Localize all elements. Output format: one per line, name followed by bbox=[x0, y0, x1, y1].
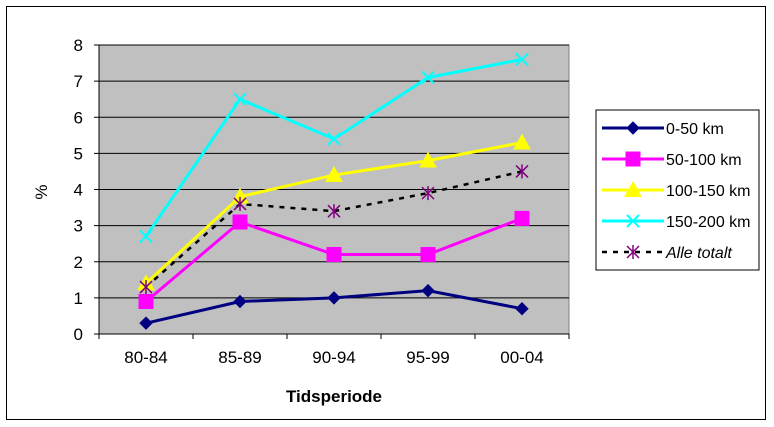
legend-label: 100-150 km bbox=[666, 183, 751, 200]
data-point-100-150-km bbox=[419, 151, 437, 168]
legend-swatch-marker bbox=[624, 180, 642, 197]
x-tick-label: 00-04 bbox=[500, 348, 543, 367]
data-point-150-200-km bbox=[327, 132, 341, 146]
y-tick-label: 4 bbox=[74, 181, 83, 200]
legend-item-100-150-km: 100-150 km bbox=[602, 180, 751, 200]
data-point-150-200-km bbox=[139, 229, 153, 244]
data-point-150-200-km bbox=[515, 52, 529, 67]
legend-label: 150-200 km bbox=[666, 214, 751, 231]
x-tick-label: 95-99 bbox=[406, 348, 449, 367]
y-tick-label: 2 bbox=[74, 253, 83, 272]
legend: 0-50 km 50-100 km 100-150 km 150-200 km Alle… bbox=[595, 109, 760, 271]
data-point-100-150-km bbox=[325, 166, 343, 182]
y-tick-label: 5 bbox=[74, 144, 83, 163]
data-point-0-50-km bbox=[515, 302, 529, 316]
data-point-0-50-km bbox=[327, 291, 341, 305]
x-tick-label: 90-94 bbox=[312, 348, 355, 367]
data-point-0-50-km bbox=[421, 283, 435, 298]
gridlines bbox=[99, 44, 569, 299]
legend-item-0-50-km: 0-50 km bbox=[602, 121, 724, 138]
chart-frame: 0 1 2 3 4 5 6 7 8 80-84 85-89 90-94 95-99 00-04 % Tid… bbox=[6, 6, 766, 420]
y-tick-label: 6 bbox=[74, 108, 83, 127]
y-tick-label: 8 bbox=[74, 36, 83, 55]
data-point-alle-totalt bbox=[515, 164, 529, 179]
data-point-150-200-km bbox=[421, 70, 435, 85]
y-axis-title: % bbox=[32, 184, 51, 199]
data-point-50-100-km bbox=[420, 247, 436, 263]
legend-item-50-100-km: 50-100 km bbox=[602, 151, 742, 169]
series-markers bbox=[137, 52, 531, 330]
axes: 0 1 2 3 4 5 6 7 8 80-84 85-89 90-94 95-99 00-04 bbox=[74, 36, 570, 367]
legend-swatch-marker bbox=[626, 214, 640, 228]
data-point-50-100-km bbox=[326, 247, 342, 263]
legend-label: Alle totalt bbox=[665, 245, 732, 262]
line-chart: 0 1 2 3 4 5 6 7 8 80-84 85-89 90-94 95-99 00-04 % Tid… bbox=[32, 36, 760, 406]
data-point-alle-totalt bbox=[233, 196, 247, 211]
data-point-alle-totalt bbox=[421, 186, 435, 201]
data-point-50-100-km bbox=[514, 210, 530, 226]
legend-swatch-marker bbox=[625, 151, 641, 167]
y-tick-label: 0 bbox=[74, 325, 83, 344]
x-axis-title: Tidsperiode bbox=[286, 387, 382, 406]
x-tick-label: 80-84 bbox=[124, 348, 167, 367]
data-point-0-50-km bbox=[139, 316, 153, 330]
legend-label: 50-100 km bbox=[666, 152, 742, 169]
data-point-100-150-km bbox=[513, 133, 531, 150]
legend-swatch-marker bbox=[626, 245, 640, 259]
legend-item-150-200-km: 150-200 km bbox=[602, 214, 751, 231]
data-point-alle-totalt bbox=[139, 280, 153, 295]
data-point-0-50-km bbox=[233, 294, 247, 309]
y-tick-label: 7 bbox=[74, 72, 83, 91]
data-point-50-100-km bbox=[138, 293, 154, 309]
data-point-50-100-km bbox=[232, 214, 248, 230]
x-tick-label: 85-89 bbox=[218, 348, 261, 367]
legend-swatch-marker bbox=[626, 121, 640, 135]
legend-label: 0-50 km bbox=[666, 121, 724, 138]
y-tick-label: 3 bbox=[74, 217, 83, 236]
data-point-150-200-km bbox=[233, 92, 247, 106]
y-tick-label: 1 bbox=[74, 289, 83, 308]
legend-item-alle-totalt: Alle totalt bbox=[602, 245, 732, 262]
data-point-alle-totalt bbox=[327, 204, 341, 219]
